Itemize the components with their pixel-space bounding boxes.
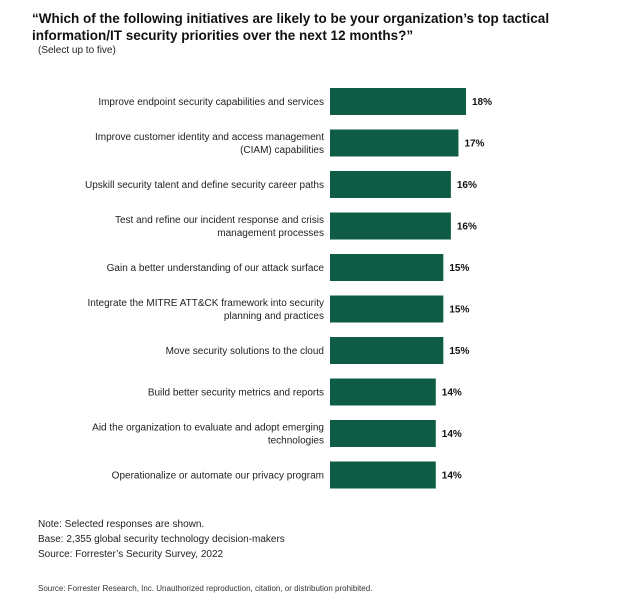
bar — [330, 420, 436, 447]
chart-notes: Note: Selected responses are shown. Base… — [38, 517, 285, 562]
chart-title: “Which of the following initiatives are … — [32, 11, 550, 43]
value-label: 17% — [464, 139, 484, 150]
category-label: Aid the organization to evaluate and ado… — [92, 423, 324, 447]
bar — [330, 171, 451, 198]
bar — [330, 254, 444, 281]
base-text: Base: 2,355 global security technology d… — [38, 534, 285, 545]
copyright-footer: Source: Forrester Research, Inc. Unautho… — [38, 584, 373, 593]
value-label: 16% — [457, 222, 477, 233]
bar — [330, 212, 451, 240]
category-label: Gain a better understanding of our attac… — [107, 263, 325, 274]
bar — [330, 88, 466, 115]
source-text: Source: Forrester’s Security Survey, 202… — [38, 549, 224, 560]
value-label: 14% — [442, 471, 462, 482]
category-label: Integrate the MITRE ATT&CK framework int… — [87, 298, 324, 322]
bar — [330, 378, 436, 406]
chart-subtitle: (Select up to five) — [38, 45, 116, 56]
category-label: Upskill security talent and define secur… — [85, 180, 324, 191]
value-label: 14% — [442, 429, 462, 440]
value-label: 18% — [472, 97, 492, 108]
category-label: Improve endpoint security capabilities a… — [98, 97, 324, 108]
category-label: Improve customer identity and access man… — [95, 132, 324, 156]
note-text: Note: Selected responses are shown. — [38, 519, 205, 530]
value-label: 16% — [457, 180, 477, 191]
bar — [330, 461, 436, 489]
value-label: 15% — [449, 346, 469, 357]
bar — [330, 295, 444, 323]
category-label: Test and refine our incident response an… — [115, 215, 324, 239]
value-label: 15% — [449, 263, 469, 274]
bar — [330, 337, 444, 364]
bar-chart: 18% Improve endpoint security capabilitie… — [85, 88, 492, 489]
category-label: Move security solutions to the cloud — [166, 346, 324, 357]
value-label: 14% — [442, 388, 462, 399]
category-label: Build better security metrics and report… — [148, 388, 324, 399]
category-label: Operationalize or automate our privacy p… — [112, 471, 324, 482]
bar — [330, 129, 459, 157]
value-label: 15% — [449, 305, 469, 316]
